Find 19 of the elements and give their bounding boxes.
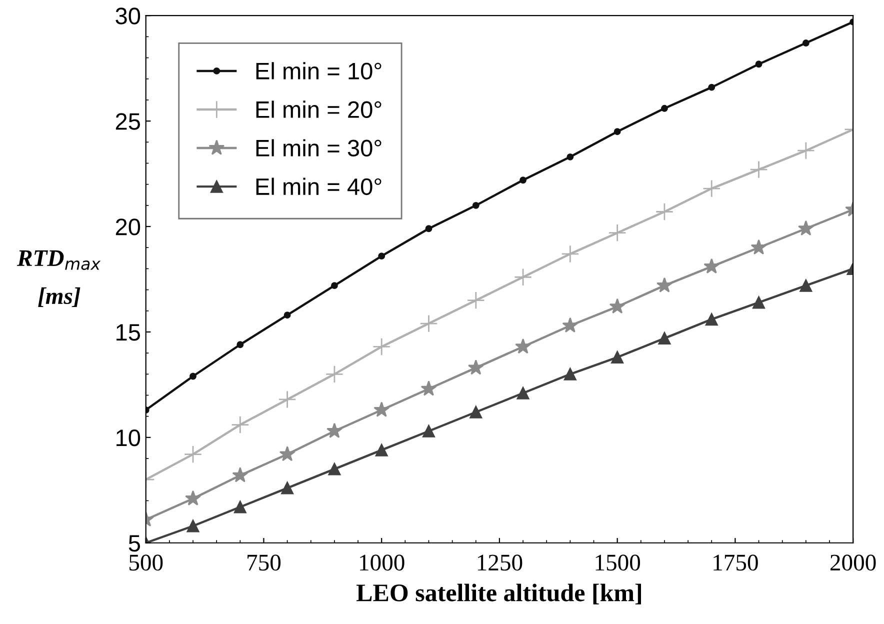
y-tick-label: 25 <box>116 113 140 130</box>
x-tick-label: 1500 <box>596 554 640 571</box>
x-tick-label: 1250 <box>478 554 522 571</box>
y-tick-label: 5 <box>128 535 140 552</box>
legend-label: El min = 30° <box>256 139 382 157</box>
x-tick-label: 1750 <box>714 554 758 571</box>
y-axis-title: RTD$_{max}$ [ms] <box>17 250 101 307</box>
x-tick-label: 1000 <box>360 554 404 571</box>
y-tick-label: 15 <box>116 324 140 341</box>
x-tick-label: 500 <box>130 554 163 571</box>
y-tick-label: 20 <box>116 218 140 236</box>
x-tick-label: 2000 <box>830 554 876 571</box>
legend-label: El min = 10° <box>256 62 382 80</box>
legend-label: El min = 20° <box>256 100 382 118</box>
y-tick-label: 30 <box>116 8 140 24</box>
y-tick-label: 10 <box>116 429 140 446</box>
x-tick-label: 750 <box>248 554 281 571</box>
x-axis-title: LEO satellite altitude [km] <box>356 584 641 604</box>
legend-label: El min = 40° <box>256 178 382 196</box>
